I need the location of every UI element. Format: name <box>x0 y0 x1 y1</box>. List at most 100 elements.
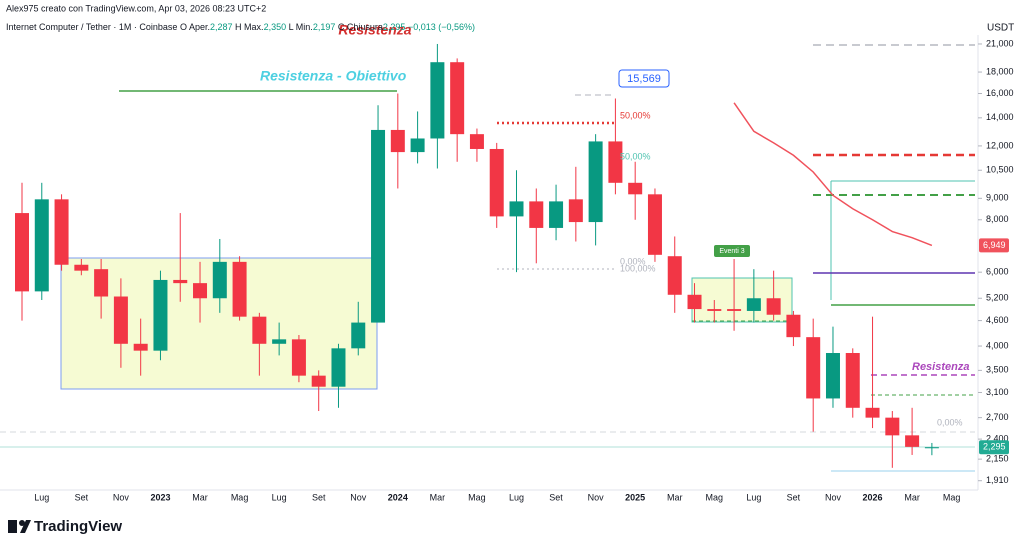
label: Chiusura <box>347 22 383 32</box>
x-tick-label: Lug <box>272 492 287 502</box>
logo: TradingView <box>8 518 122 535</box>
candle-body <box>133 343 148 351</box>
candle-body <box>450 62 465 135</box>
y-tick-label: 18,000 <box>986 66 1014 76</box>
candle-body <box>390 129 405 153</box>
annotation: Resistenza - Obiettivo <box>260 68 407 84</box>
candle-body <box>509 201 524 217</box>
value: 2,197 <box>313 22 336 32</box>
candle-body <box>766 298 781 315</box>
y-tick-label: 6,000 <box>986 267 1009 277</box>
x-tick-label: Nov <box>350 492 367 502</box>
candle-body <box>628 182 643 195</box>
label: C <box>338 22 345 32</box>
x-tick-label: Nov <box>825 492 842 502</box>
candle-body <box>687 294 702 310</box>
plot <box>15 43 939 468</box>
candle-body <box>667 256 682 295</box>
x-tick-label: Set <box>75 492 89 502</box>
y-tick-label: 14,000 <box>986 112 1014 122</box>
value: 2,350 <box>264 22 287 32</box>
candle-body <box>647 194 662 255</box>
candle-body <box>212 261 227 299</box>
y-unit: USDT <box>987 23 1014 34</box>
candle-body <box>113 296 128 344</box>
candle-body <box>746 298 761 311</box>
candle-body <box>845 353 860 408</box>
x-tick-label: 2024 <box>388 492 408 502</box>
candle-body <box>15 213 29 292</box>
candle-body <box>549 201 564 228</box>
y-tick-label: 2,700 <box>986 412 1009 422</box>
label: Aper. <box>189 22 210 32</box>
price-label-box <box>979 238 1009 253</box>
annotation: 50,00% <box>620 151 651 161</box>
label: H <box>235 22 242 32</box>
candle-body <box>34 199 49 292</box>
y-tick-label: 21,000 <box>986 38 1014 48</box>
x-tick-label: 2026 <box>863 492 883 502</box>
x-tick-label: Mag <box>943 492 961 502</box>
y-tick-label: 1,910 <box>986 475 1009 485</box>
y-tick-label: 3,500 <box>986 365 1009 375</box>
credit: Alex975 creato con TradingView.com, Apr … <box>6 3 266 13</box>
x-tick-label: Mag <box>231 492 249 502</box>
candle-body <box>806 337 821 399</box>
y-tick-label: 4,600 <box>986 315 1009 325</box>
y-tick-label: 4,000 <box>986 340 1009 350</box>
candle-body <box>865 407 880 418</box>
y-tick-label: 2,400 <box>986 433 1009 443</box>
annotation: 100,00% <box>620 263 656 273</box>
label: O <box>180 22 187 32</box>
candle-body <box>153 279 168 351</box>
candle-body <box>469 134 484 149</box>
y-tick-label: 5,200 <box>986 293 1009 303</box>
candle-body <box>371 129 386 323</box>
x-tick-label: Mar <box>904 492 920 502</box>
price-label: 2,295 <box>983 442 1006 452</box>
candle-body <box>608 141 623 183</box>
candle-body <box>311 375 326 387</box>
annotation: 0,00% <box>937 417 963 427</box>
candle-body <box>588 141 603 223</box>
price-label-box <box>979 440 1009 455</box>
label: L <box>289 22 294 32</box>
logo-mark <box>19 520 25 526</box>
logo-mark <box>8 520 17 533</box>
x-tick-label: Set <box>787 492 801 502</box>
value: 2,295 <box>383 22 406 32</box>
candle-body <box>529 201 544 228</box>
x-tick-label: Mag <box>706 492 724 502</box>
x-tick-label: Mar <box>667 492 683 502</box>
annotation: 50,00% <box>620 110 651 120</box>
candle-body <box>331 348 346 387</box>
candle-body <box>291 339 306 376</box>
y-tick-label: 2,150 <box>986 454 1009 464</box>
candle-body <box>786 314 801 338</box>
price-label: 6,949 <box>983 240 1006 250</box>
x-tick-label: 2025 <box>625 492 645 502</box>
candle-body <box>272 339 287 344</box>
event-flag <box>714 245 750 257</box>
x-tick-label: Set <box>312 492 326 502</box>
label: Min. <box>296 22 313 32</box>
x-tick-label: Mag <box>468 492 486 502</box>
symbol: Internet Computer / Tether · 1M · Coinba… <box>6 22 177 32</box>
candle-body <box>430 62 445 139</box>
value: −0,013 (−0,56%) <box>408 22 475 32</box>
candle-body <box>410 138 425 153</box>
candle-body <box>727 309 742 311</box>
candle-body <box>252 316 267 344</box>
y-tick-label: 10,500 <box>986 165 1014 175</box>
candle-body <box>707 309 722 311</box>
label: Max. <box>244 22 264 32</box>
candle-body <box>94 269 109 297</box>
x-tick-label: Mar <box>192 492 208 502</box>
candle-body <box>568 199 583 223</box>
x-tick-label: Lug <box>34 492 49 502</box>
value: 2,287 <box>210 22 233 32</box>
y-tick-label: 8,000 <box>986 214 1009 224</box>
y-tick-label: 9,000 <box>986 193 1009 203</box>
candle-body <box>193 283 208 299</box>
